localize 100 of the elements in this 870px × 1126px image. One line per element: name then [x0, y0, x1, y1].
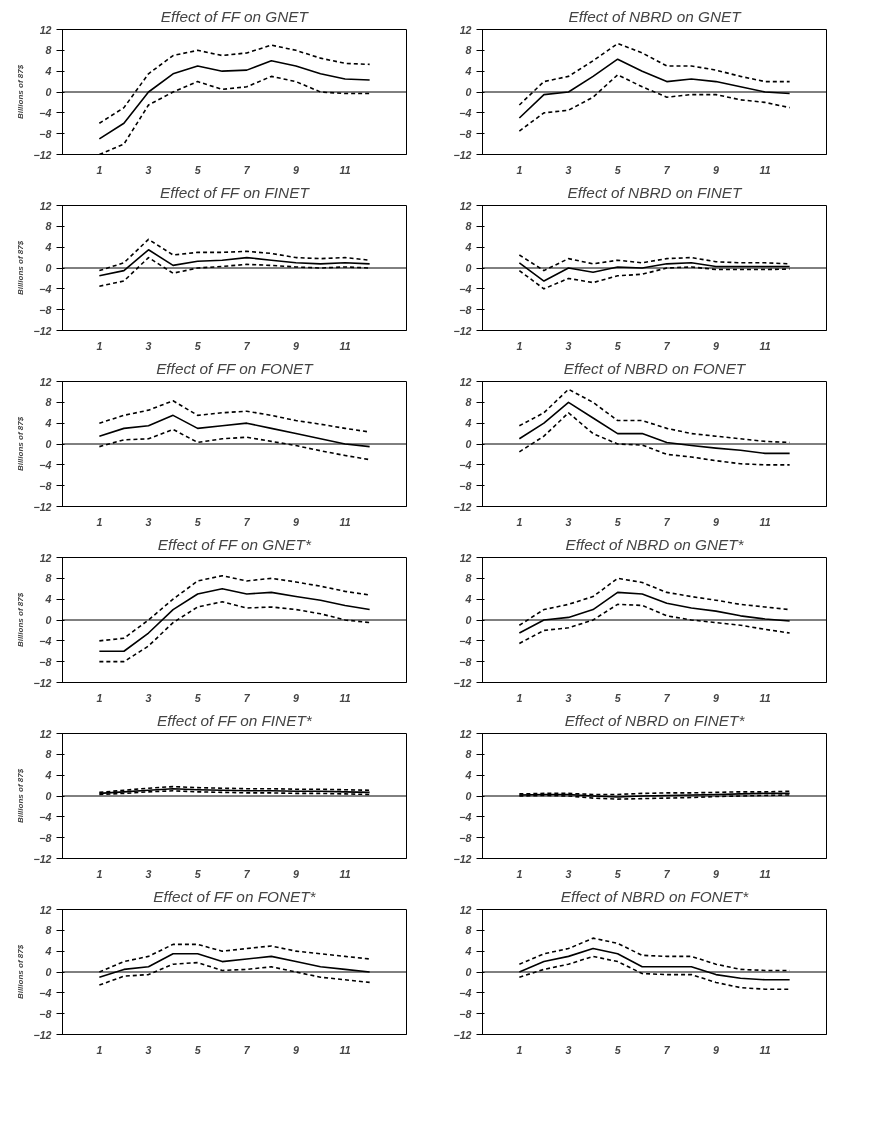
x-tick-label: 5 [614, 515, 622, 528]
x-tick-label: 3 [565, 867, 572, 880]
y-tick-label: 12 [459, 375, 472, 388]
y-tick-label: 8 [45, 396, 52, 409]
x-tick-label: 9 [292, 691, 299, 704]
y-tick-label: 8 [465, 748, 472, 761]
y-tick-label: 8 [45, 220, 52, 233]
y-tick-label: 4 [44, 769, 52, 782]
x-tick-label: 5 [194, 339, 202, 352]
y-tick-label: 0 [45, 790, 52, 802]
x-tick-label: 7 [243, 1043, 251, 1056]
x-tick-label: 3 [565, 691, 572, 704]
x-tick-label: 7 [663, 1043, 671, 1056]
y-tick-label: −4 [39, 282, 52, 295]
y-tick-label: 8 [465, 396, 472, 409]
y-tick-label: −12 [33, 148, 52, 161]
chart-title: Effect of FF on FONET [156, 359, 315, 377]
y-tick-label: 8 [465, 924, 472, 937]
y-tick-label: −12 [453, 324, 472, 337]
x-tick-label: 3 [565, 1043, 572, 1056]
y-tick-label: 0 [465, 790, 472, 802]
y-tick-label: 12 [459, 551, 472, 564]
y-tick-label: −12 [453, 500, 472, 513]
chart-title: Effect of NBRD on FONET* [560, 887, 750, 905]
x-tick-label: 1 [96, 339, 103, 352]
y-tick-label: 0 [45, 614, 52, 626]
y-tick-label: −8 [459, 479, 472, 492]
y-tick-label: 0 [465, 438, 472, 450]
y-tick-label: −4 [39, 458, 52, 471]
x-tick-label: 7 [243, 339, 251, 352]
x-tick-label: 9 [292, 1043, 299, 1056]
y-tick-label: 0 [465, 614, 472, 626]
x-tick-label: 3 [565, 163, 572, 176]
x-tick-label: 9 [292, 339, 299, 352]
x-tick-label: 9 [292, 867, 299, 880]
y-tick-label: −12 [33, 500, 52, 513]
y-tick-label: −4 [459, 458, 472, 471]
y-tick-label: −12 [453, 676, 472, 689]
y-tick-label: 12 [459, 903, 472, 916]
chart-title: Effect of NBRD on GNET* [565, 535, 745, 553]
y-axis-title: Billions of 87$ [16, 64, 26, 120]
y-tick-label: 4 [44, 945, 52, 958]
y-tick-label: 0 [45, 262, 52, 274]
chart-title: Effect of FF on GNET [160, 7, 310, 25]
x-tick-label: 1 [516, 867, 523, 880]
x-tick-label: 11 [339, 339, 351, 352]
y-tick-label: 0 [45, 966, 52, 978]
y-tick-label: 12 [39, 23, 52, 36]
y-tick-label: 0 [45, 86, 52, 98]
x-tick-label: 1 [96, 163, 103, 176]
y-tick-label: −12 [453, 148, 472, 161]
y-tick-label: −8 [39, 479, 52, 492]
x-tick-label: 1 [96, 515, 103, 528]
y-tick-label: −4 [459, 986, 472, 999]
y-tick-label: 12 [39, 199, 52, 212]
y-tick-label: 12 [459, 727, 472, 740]
x-tick-label: 5 [614, 339, 622, 352]
y-tick-label: 8 [465, 572, 472, 585]
x-tick-label: 9 [712, 1043, 719, 1056]
y-tick-label: −12 [33, 1028, 52, 1041]
y-tick-label: −8 [39, 1007, 52, 1020]
y-tick-label: −12 [33, 852, 52, 865]
y-tick-label: 4 [44, 241, 52, 254]
y-tick-label: −8 [459, 1007, 472, 1020]
x-tick-label: 11 [339, 1043, 351, 1056]
y-tick-label: −8 [39, 303, 52, 316]
x-tick-label: 9 [292, 163, 299, 176]
x-tick-label: 5 [614, 691, 622, 704]
y-tick-label: −8 [39, 831, 52, 844]
y-tick-label: −4 [459, 810, 472, 823]
y-tick-label: −12 [33, 324, 52, 337]
y-tick-label: 4 [464, 417, 472, 430]
y-tick-label: 4 [464, 769, 472, 782]
x-tick-label: 3 [145, 691, 152, 704]
y-tick-label: 0 [45, 438, 52, 450]
y-tick-label: 4 [44, 417, 52, 430]
x-tick-label: 9 [712, 163, 719, 176]
x-tick-label: 9 [712, 515, 719, 528]
x-tick-label: 9 [712, 691, 719, 704]
x-tick-label: 5 [194, 515, 202, 528]
x-tick-label: 11 [759, 339, 771, 352]
y-tick-label: 4 [464, 65, 472, 78]
x-tick-label: 11 [759, 515, 771, 528]
y-tick-label: −8 [39, 127, 52, 140]
y-tick-label: −4 [39, 106, 52, 119]
y-tick-label: 0 [465, 966, 472, 978]
chart-title: Effect of FF on GNET* [157, 535, 312, 553]
y-tick-label: 8 [45, 44, 52, 57]
x-tick-label: 3 [565, 339, 572, 352]
chart-title: Effect of FF on FINET* [156, 711, 313, 729]
y-tick-label: −8 [39, 655, 52, 668]
x-tick-label: 5 [614, 163, 622, 176]
x-tick-label: 9 [292, 515, 299, 528]
chart-title: Effect of NBRD on FINET [567, 183, 744, 201]
y-tick-label: −8 [459, 655, 472, 668]
y-tick-label: 4 [464, 241, 472, 254]
x-tick-label: 7 [663, 339, 671, 352]
x-tick-label: 9 [712, 339, 719, 352]
x-tick-label: 7 [663, 163, 671, 176]
y-tick-label: −4 [459, 634, 472, 647]
